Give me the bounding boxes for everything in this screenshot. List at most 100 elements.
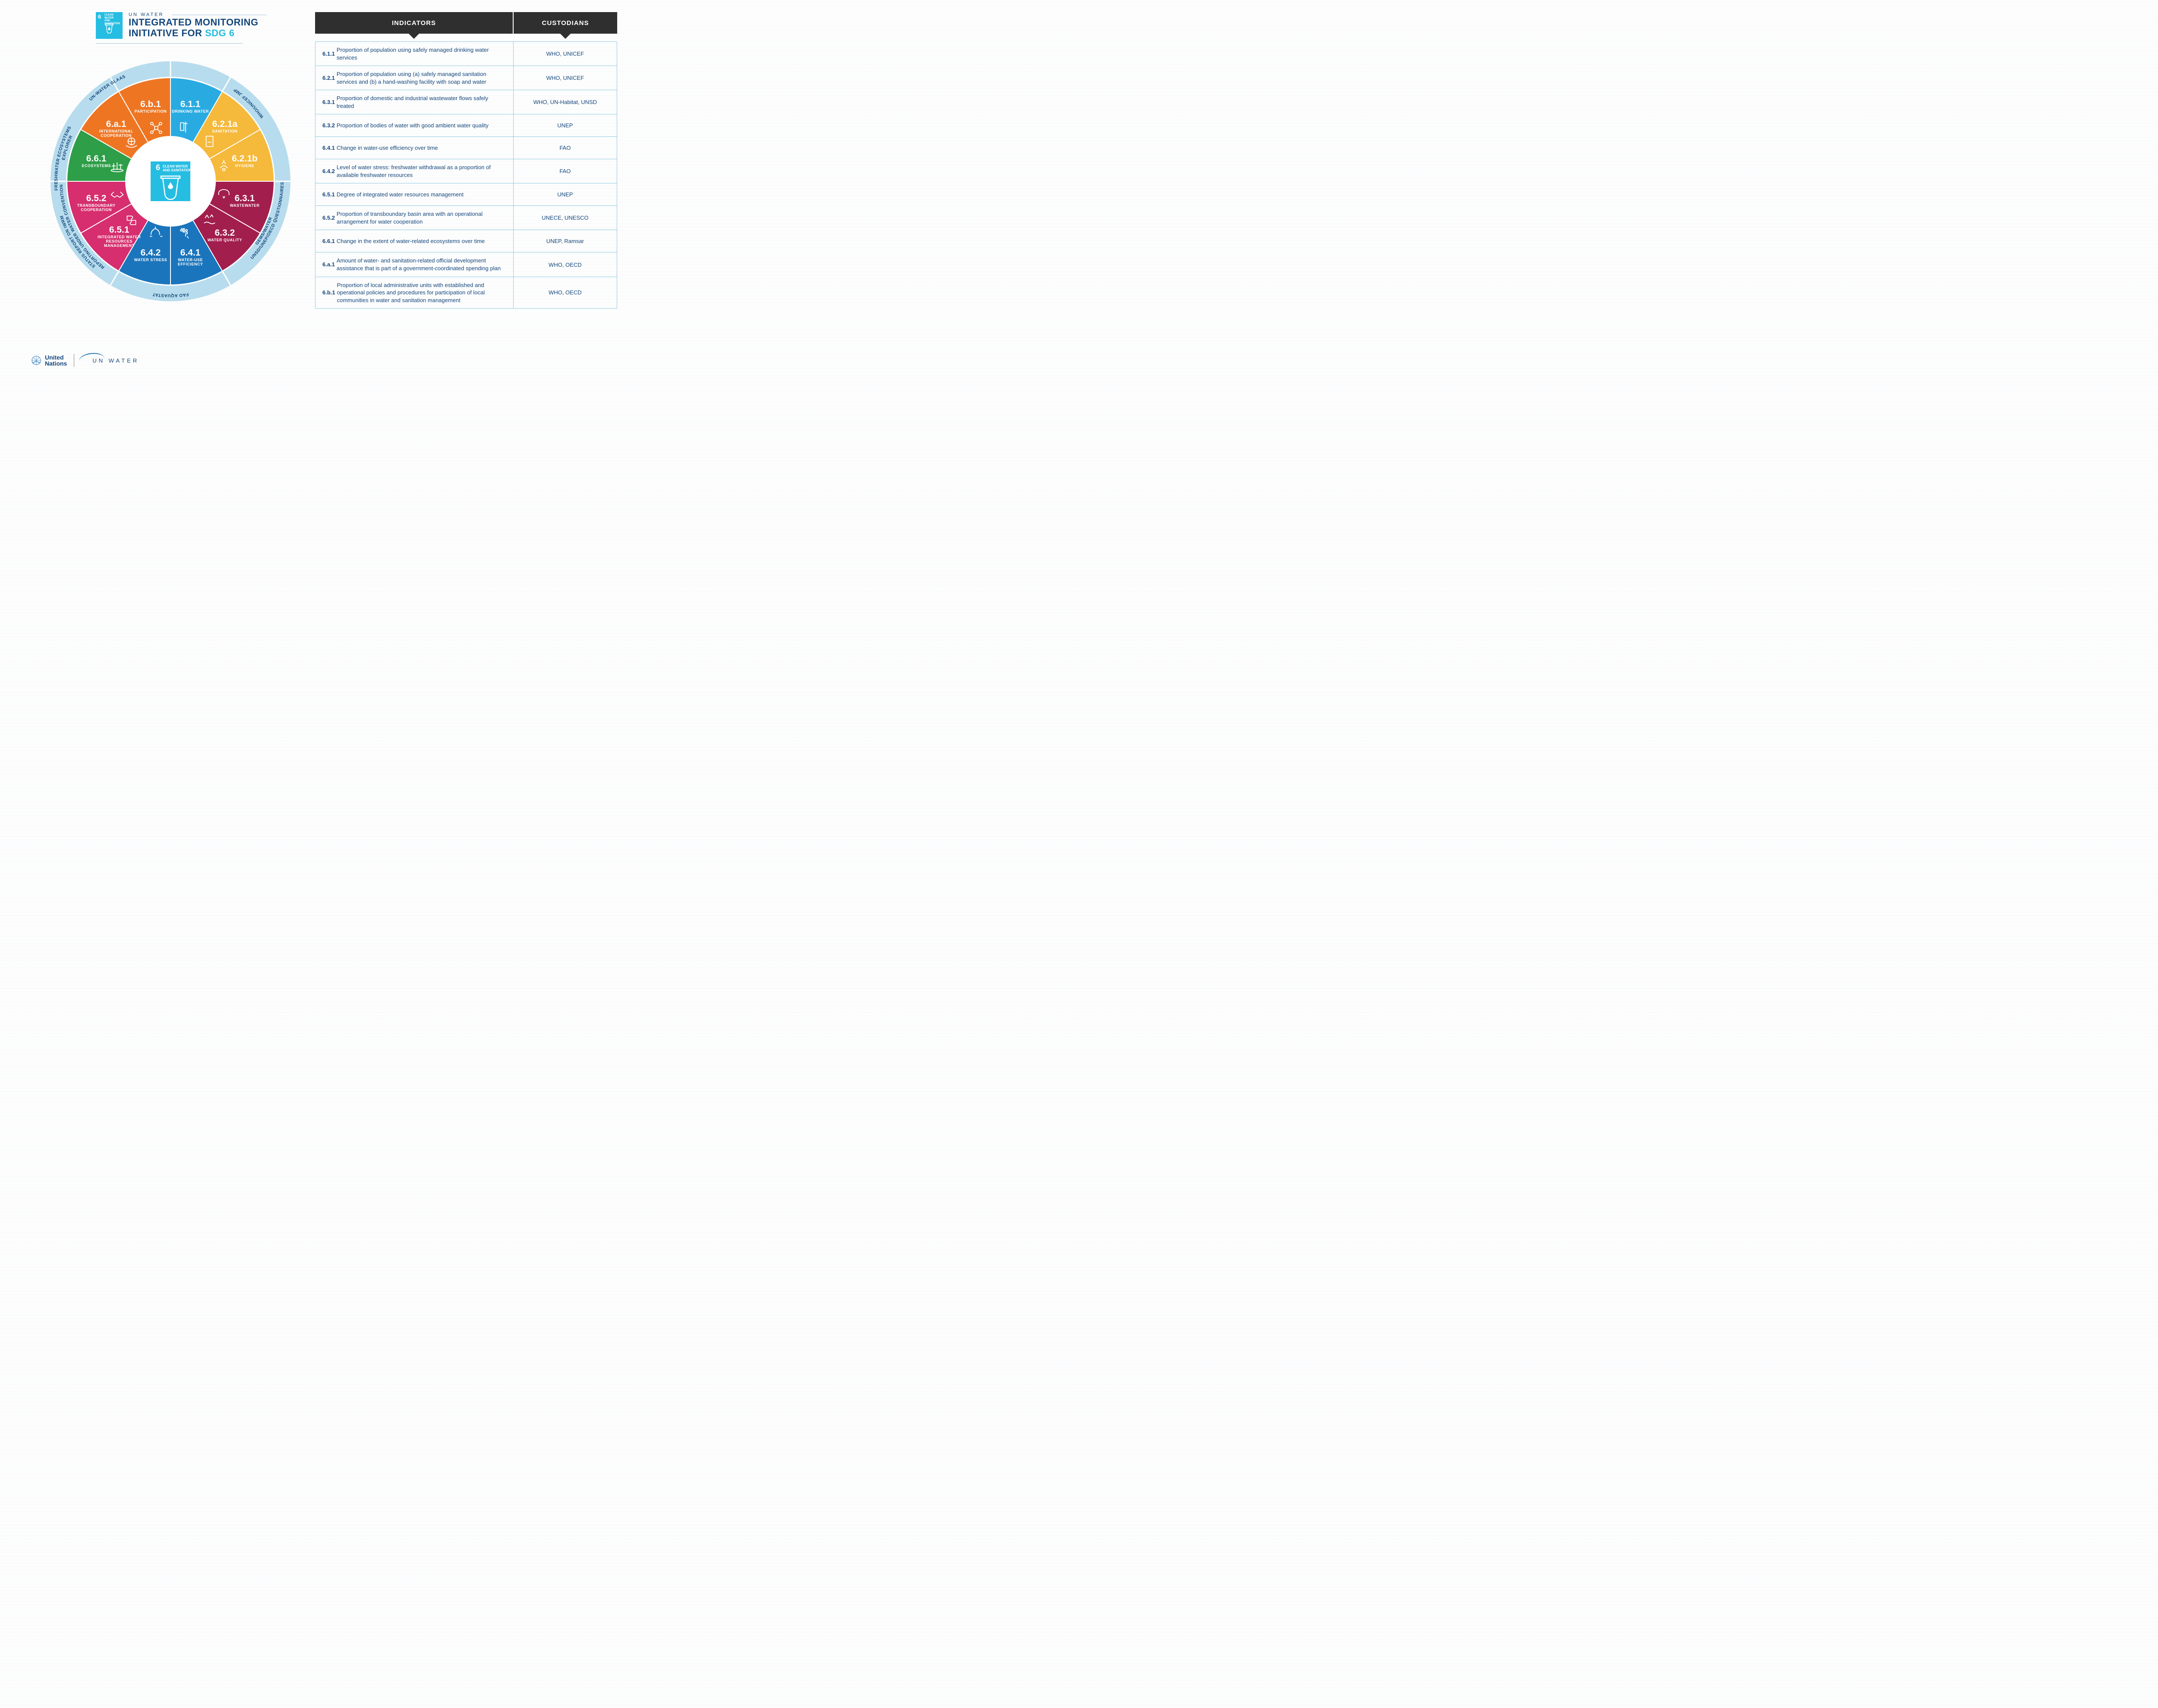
table-row: 6.b.1 Proportion of local administrative… (315, 277, 617, 309)
slice-text: MANAGEMENT (104, 243, 135, 248)
slice-code: 6.2.1a (212, 119, 238, 129)
custodian-cell: FAO (514, 159, 617, 183)
slice-text: COOPERATION (101, 133, 132, 138)
indicator-desc: Proportion of local administrative units… (337, 281, 506, 304)
indicator-cell: 6.3.2 Proportion of bodies of water with… (315, 114, 514, 136)
header-line3: INITIATIVE FOR SDG 6 (129, 28, 259, 39)
unwater-logo: UN WATER (81, 357, 139, 364)
header-line2: INTEGRATED MONITORING (129, 17, 259, 28)
custodian-cell: UNECE, UNESCO (514, 206, 617, 230)
indicator-code: 6.4.1 (322, 144, 335, 152)
slice-code: 6.3.2 (215, 228, 235, 238)
indicator-desc: Proportion of population using (a) safel… (337, 70, 506, 85)
slice-text: COOPERATION (81, 208, 112, 212)
custodian-cell: FAO (514, 137, 617, 159)
un-logo: United Nations (30, 354, 67, 366)
indicator-cell: 6.4.2 Level of water stress: freshwater … (315, 159, 514, 183)
table-row: 6.4.2 Level of water stress: freshwater … (315, 159, 617, 183)
indicator-code: 6.5.2 (322, 214, 335, 222)
slice-label-group: 6.2.1aSANITATION (212, 119, 238, 133)
indicator-code: 6.b.1 (322, 289, 335, 297)
slice-text: INTERNATIONAL (99, 129, 133, 133)
table-row: 6.3.2 Proportion of bodies of water with… (315, 114, 617, 137)
slice-text: RESOURCES (106, 239, 133, 243)
indicator-code: 6.3.1 (322, 98, 335, 106)
indicator-cell: 6.5.2 Proportion of transboundary basin … (315, 206, 514, 230)
footer: United Nations UN WATER (30, 354, 139, 367)
indicator-desc: Proportion of population using safely ma… (337, 46, 506, 61)
center-badge-num: 6 (156, 163, 160, 172)
header-title-block: UN WATER INTEGRATED MONITORING INITIATIV… (129, 12, 259, 39)
un-emblem-icon (30, 354, 42, 366)
indicator-cell: 6.5.1 Degree of integrated water resourc… (315, 183, 514, 205)
header-sdg6: SDG 6 (205, 28, 235, 38)
slice-code: 6.2.1b (232, 154, 258, 164)
custodian-cell: WHO, UNICEF (514, 66, 617, 90)
custodian-cell: WHO, OECD (514, 277, 617, 309)
slice-code: 6.5.1 (109, 225, 129, 235)
indicator-desc: Change in water-use efficiency over time (337, 144, 438, 152)
slice-text: WATER STRESS (134, 258, 167, 262)
slice-code: 6.a.1 (106, 119, 126, 129)
un-label: United Nations (45, 354, 67, 366)
sdg6-badge: 6 CLEAN WATERAND SANITATION (96, 12, 123, 39)
slice-label-group: 6.4.1WATER-USEEFFICIENCY (178, 248, 203, 266)
indicator-code: 6.1.1 (322, 50, 335, 58)
slice-text: INTEGRATED WATER (98, 235, 141, 239)
custodian-cell: WHO, UNICEF (514, 42, 617, 66)
indicator-code: 6.4.2 (322, 167, 335, 175)
table-header-indicators: INDICATORS (315, 12, 514, 34)
table-row: 6.2.1 Proportion of population using (a)… (315, 66, 617, 90)
table-row: 6.5.1 Degree of integrated water resourc… (315, 183, 617, 206)
slice-text: DRINKING WATER (172, 109, 209, 114)
page-header: 6 CLEAN WATERAND SANITATION UN WATER INT… (96, 12, 259, 39)
slice-text: WATER QUALITY (208, 238, 242, 242)
badge-text: CLEAN WATERAND SANITATION (104, 14, 123, 25)
table-row: 6.1.1 Proportion of population using saf… (315, 42, 617, 66)
indicator-code: 6.a.1 (322, 261, 335, 268)
slice-code: 6.6.1 (86, 154, 107, 164)
slice-text: EFFICIENCY (178, 262, 203, 266)
indicator-cell: 6.3.1 Proportion of domestic and industr… (315, 90, 514, 114)
slice-text: PARTICIPATION (135, 109, 167, 114)
indicator-code: 6.6.1 (322, 237, 335, 245)
indicator-wheel: 6.1.1DRINKING WATER6.2.1aSANITATION6.2.1… (45, 56, 296, 306)
header-line3a: INITIATIVE FOR (129, 28, 205, 38)
slice-text: HYGIENE (235, 164, 254, 168)
slice-code: 6.b.1 (140, 99, 161, 109)
indicator-code: 6.3.2 (322, 122, 335, 129)
center-badge-txt2: AND SANITATION (163, 168, 192, 172)
table-header-custodians: CUSTODIANS (514, 12, 617, 34)
indicator-desc: Degree of integrated water resources man… (337, 191, 464, 199)
custodian-cell: WHO, UN-Habitat, UNSD (514, 90, 617, 114)
indicator-desc: Change in the extent of water-related ec… (337, 237, 485, 245)
indicator-cell: 6.4.1 Change in water-use efficiency ove… (315, 137, 514, 159)
slice-label-group: 6.2.1bHYGIENE (232, 154, 258, 168)
indicator-cell: 6.a.1 Amount of water- and sanitation-re… (315, 253, 514, 276)
indicator-cell: 6.2.1 Proportion of population using (a)… (315, 66, 514, 90)
header-underline (96, 43, 243, 44)
slice-code: 6.4.2 (141, 248, 161, 258)
badge-number: 6 (98, 13, 101, 20)
custodian-cell: WHO, OECD (514, 253, 617, 276)
table-body: 6.1.1 Proportion of population using saf… (315, 41, 617, 309)
indicator-code: 6.2.1 (322, 74, 335, 82)
slice-code: 6.4.1 (180, 248, 201, 258)
table-row: 6.a.1 Amount of water- and sanitation-re… (315, 253, 617, 277)
table-row: 6.5.2 Proportion of transboundary basin … (315, 206, 617, 230)
indicator-desc: Level of water stress: freshwater withdr… (337, 164, 506, 179)
indicator-cell: 6.1.1 Proportion of population using saf… (315, 42, 514, 66)
slice-code: 6.1.1 (180, 99, 201, 109)
indicator-desc: Proportion of transboundary basin area w… (337, 210, 506, 225)
slice-text: WATER-USE (178, 258, 203, 262)
indicator-desc: Proportion of domestic and industrial wa… (337, 95, 506, 110)
custodian-cell: UNEP, Ramsar (514, 230, 617, 252)
table-row: 6.3.1 Proportion of domestic and industr… (315, 90, 617, 114)
slice-code: 6.5.2 (86, 193, 107, 203)
slice-text: ECOSYSTEMS (82, 164, 111, 168)
table-row: 6.4.1 Change in water-use efficiency ove… (315, 137, 617, 159)
custodian-cell: UNEP (514, 183, 617, 205)
table-row: 6.6.1 Change in the extent of water-rela… (315, 230, 617, 253)
indicator-desc: Amount of water- and sanitation-related … (337, 257, 506, 272)
slice-text: TRANSBOUNDARY (77, 203, 115, 208)
